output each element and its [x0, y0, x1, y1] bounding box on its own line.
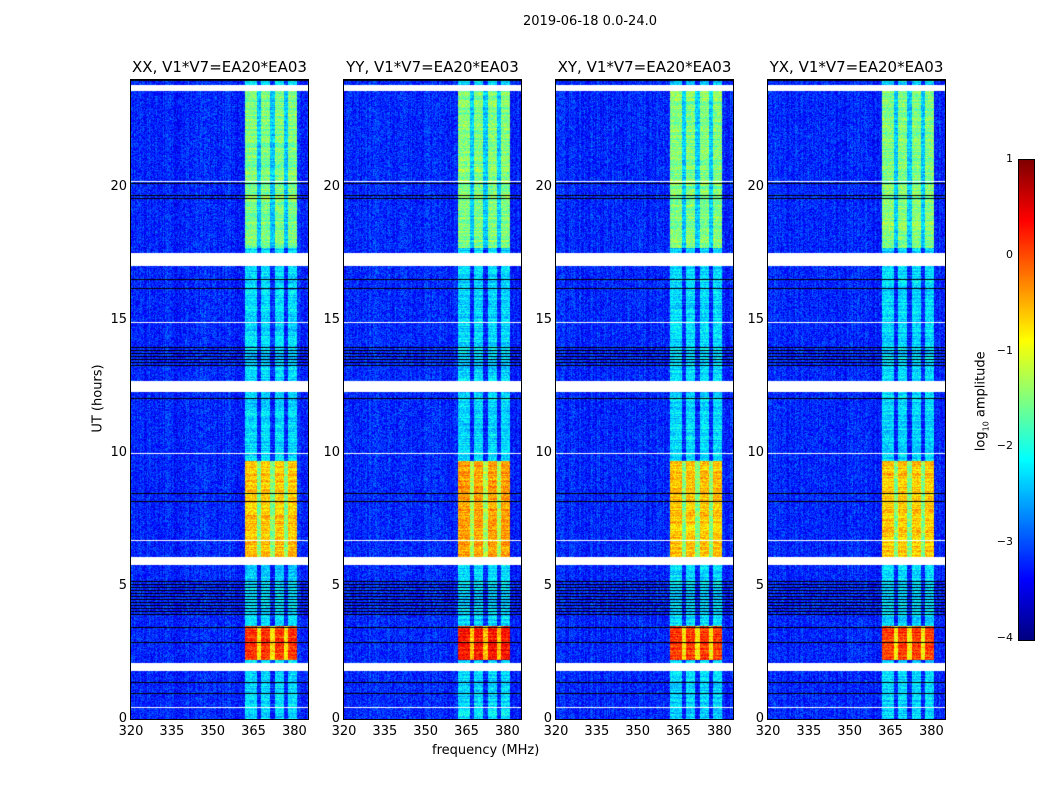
x-tick-label: 335 — [159, 724, 185, 739]
panel-title: XY, V1*V7=EA20*EA03 — [557, 58, 732, 76]
colorbar-label-rest: amplitude — [973, 351, 989, 422]
y-tick-label: 15 — [747, 311, 764, 327]
y-tick-label: 15 — [323, 311, 340, 327]
x-tick-label: 380 — [706, 724, 732, 739]
colorbar-gradient — [1019, 160, 1034, 640]
x-tick-label: 365 — [241, 724, 266, 739]
heatmap-image — [768, 80, 945, 719]
y-tick-label: 0 — [331, 711, 340, 726]
colorbar-label-main: log — [973, 431, 989, 452]
colorbar-tick-label: −4 — [996, 631, 1013, 644]
heatmap-image — [344, 80, 521, 719]
heatmap-image — [131, 80, 308, 719]
panel-title: YX, V1*V7=EA20*EA03 — [769, 58, 944, 76]
heatmap-panel — [555, 79, 734, 720]
y-tick-label: 5 — [331, 577, 340, 593]
y-tick-label: 20 — [535, 178, 552, 194]
x-tick-label: 350 — [200, 724, 226, 739]
y-tick-label: 5 — [755, 577, 764, 593]
y-tick-label: 0 — [118, 711, 127, 726]
colorbar — [1018, 159, 1035, 641]
colorbar-tick-label: −2 — [996, 439, 1013, 453]
x-tick-label: 350 — [413, 724, 439, 739]
figure-title: 2019-06-18 0.0-24.0 — [523, 14, 657, 29]
colorbar-tick-label: 0 — [1006, 247, 1013, 261]
y-tick-label: 20 — [747, 178, 764, 194]
colorbar-label-sub: 10 — [981, 421, 991, 432]
x-tick-label: 365 — [878, 724, 903, 739]
x-tick-label: 335 — [372, 724, 398, 739]
x-tick-label: 350 — [625, 724, 651, 739]
y-tick-label: 0 — [543, 711, 552, 726]
y-tick-label: 10 — [747, 444, 764, 460]
y-tick-label: 10 — [323, 444, 340, 460]
y-tick-label: 15 — [535, 311, 552, 327]
x-tick-label: 320 — [118, 724, 144, 739]
heatmap-image — [556, 80, 733, 719]
y-tick-label: 15 — [110, 311, 127, 327]
y-tick-label: 0 — [755, 711, 764, 726]
x-tick-label: 320 — [755, 724, 781, 739]
y-tick-label: 10 — [535, 444, 552, 460]
x-tick-label: 380 — [918, 724, 944, 739]
heatmap-panel — [767, 79, 946, 720]
x-tick-label: 350 — [837, 724, 863, 739]
y-axis-label: UT (hours) — [90, 364, 106, 433]
y-tick-label: 10 — [110, 444, 127, 460]
x-tick-label: 320 — [543, 724, 569, 739]
colorbar-tick-label: 1 — [1006, 152, 1013, 165]
x-tick-label: 365 — [666, 724, 691, 739]
y-tick-label: 5 — [543, 577, 552, 593]
colorbar-tick-label: −1 — [996, 343, 1013, 357]
heatmap-panel — [130, 79, 309, 720]
y-tick-label: 5 — [118, 577, 127, 593]
x-tick-label: 335 — [796, 724, 822, 739]
panel-title: XX, V1*V7=EA20*EA03 — [132, 58, 307, 76]
x-tick-label: 320 — [331, 724, 357, 739]
y-tick-label: 20 — [110, 178, 127, 194]
x-tick-label: 380 — [281, 724, 307, 739]
heatmap-panel — [343, 79, 522, 720]
colorbar-label: log10 amplitude — [974, 351, 991, 451]
x-axis-label: frequency (MHz) — [432, 743, 540, 758]
y-tick-label: 20 — [323, 178, 340, 194]
x-tick-label: 380 — [494, 724, 520, 739]
colorbar-tick-label: −3 — [996, 535, 1013, 549]
panel-title: YY, V1*V7=EA20*EA03 — [346, 58, 519, 76]
x-tick-label: 365 — [454, 724, 479, 739]
x-tick-label: 335 — [584, 724, 610, 739]
